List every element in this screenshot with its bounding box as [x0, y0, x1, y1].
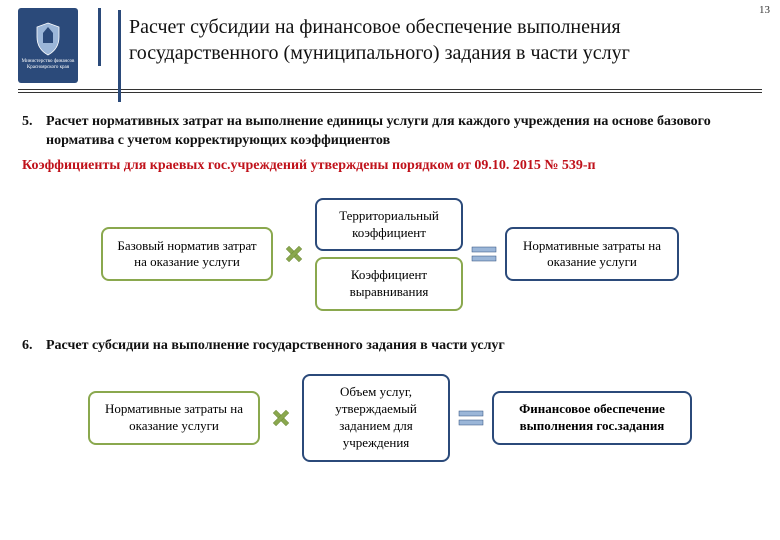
- box-service-volume: Объем услуг, утверждаемый заданием для у…: [302, 374, 450, 462]
- box-normative-cost-2: Нормативные затраты на оказание услуги: [88, 391, 260, 445]
- box-territorial-coef: Территориальный коэффициент: [315, 198, 463, 252]
- box-normative-cost: Нормативные затраты на оказание услуги: [505, 227, 679, 281]
- page-number: 13: [759, 4, 770, 16]
- title-block: Расчет субсидии на финансовое обеспечени…: [98, 8, 762, 66]
- box-financial-result: Финансовое обеспечение выполнения гос.за…: [492, 391, 692, 445]
- multiply-icon: [268, 407, 294, 429]
- logo-caption: Министерство финансов Красноярского края: [18, 59, 78, 71]
- multiply-icon: [281, 243, 307, 265]
- equals-icon: [458, 409, 484, 427]
- red-note: Коэффициенты для краевых гос.учреждений …: [22, 157, 758, 176]
- content: 5. Расчет нормативных затрат на выполнен…: [0, 93, 780, 462]
- emblem-icon: [31, 21, 65, 57]
- point-6-num: 6.: [22, 337, 46, 356]
- coefficient-stack: Территориальный коэффициент Коэффициент …: [315, 198, 463, 312]
- page-title: Расчет субсидии на финансовое обеспечени…: [129, 14, 762, 66]
- header: Министерство финансов Красноярского края…: [0, 0, 780, 83]
- point-5-text: Расчет нормативных затрат на выполнение …: [46, 113, 758, 151]
- logo: Министерство финансов Красноярского края: [18, 8, 78, 83]
- point-6: 6. Расчет субсидии на выполнение государ…: [22, 337, 758, 356]
- point-5: 5. Расчет нормативных затрат на выполнен…: [22, 113, 758, 151]
- vertical-divider: [118, 10, 121, 102]
- point-6-text: Расчет субсидии на выполнение государств…: [46, 337, 505, 356]
- formula-2: Нормативные затраты на оказание услуги О…: [22, 374, 758, 462]
- equals-icon: [471, 245, 497, 263]
- point-5-num: 5.: [22, 113, 46, 151]
- formula-1: Базовый норматив затрат на оказание услу…: [22, 198, 758, 312]
- box-leveling-coef: Коэффициент выравнивания: [315, 257, 463, 311]
- box-base-cost: Базовый норматив затрат на оказание услу…: [101, 227, 273, 281]
